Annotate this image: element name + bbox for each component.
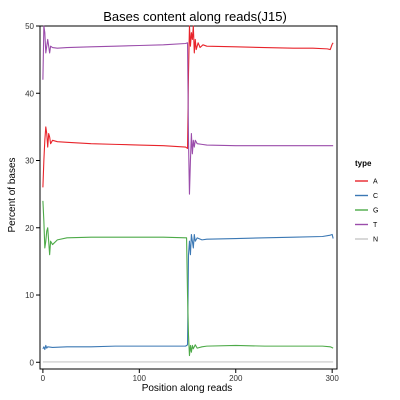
series-line-G [42, 200, 334, 357]
plot-border [39, 25, 338, 370]
legend-label-A: A [373, 179, 378, 186]
x-tick-label-200: 200 [229, 374, 243, 383]
y-tick-label-0: 0 [30, 358, 35, 367]
legend-label-T: T [373, 222, 378, 229]
y-tick-label-40: 40 [25, 89, 34, 98]
x-tick-label-0: 0 [41, 374, 46, 383]
legend-title: type [355, 159, 372, 168]
legend-label-N: N [373, 237, 378, 244]
chart-title: Bases content along reads(J15) [103, 9, 287, 24]
x-tick-label-100: 100 [133, 374, 147, 383]
series-line-C [42, 233, 334, 351]
legend: type AC GT N [355, 159, 378, 244]
legend-label-C: C [373, 193, 378, 200]
x-axis-label: Position along reads [142, 383, 233, 394]
y-tick-label-20: 20 [25, 224, 34, 233]
y-tick-label-30: 30 [25, 157, 34, 166]
legend-label-G: G [373, 208, 378, 215]
series-line-T [42, 25, 334, 195]
x-tick-label-300: 300 [325, 374, 339, 383]
y-axis-label: Percent of bases [7, 157, 18, 232]
series-line-A [42, 25, 334, 188]
plot-area: 0 10 20 30 40 50 0 100 200 300 [25, 22, 339, 383]
y-tick-label-50: 50 [25, 22, 34, 31]
y-tick-label-10: 10 [25, 291, 34, 300]
